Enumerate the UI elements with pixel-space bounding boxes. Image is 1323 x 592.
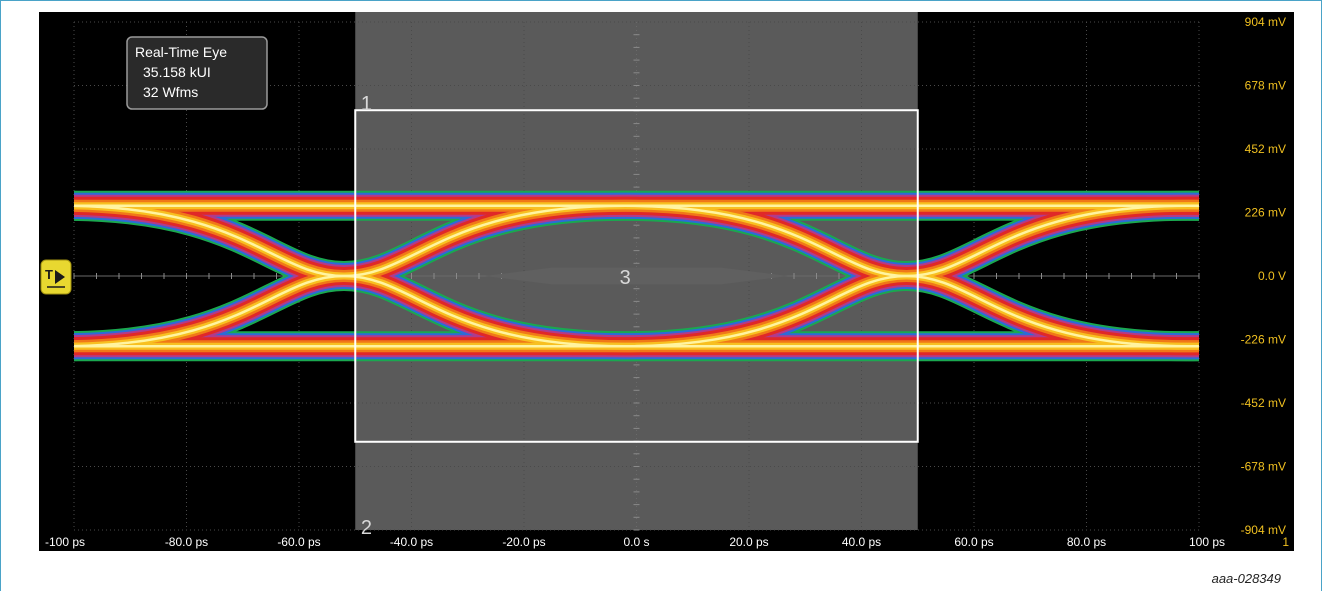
y-tick-label: -226 mV	[1241, 333, 1286, 347]
mask-marker-1: 1	[361, 93, 372, 115]
trigger-level-icon[interactable]: T	[40, 259, 72, 295]
figure-id: aaa-028349	[1211, 571, 1281, 586]
y-tick-label: -452 mV	[1241, 396, 1286, 410]
channel-corner-label: 1	[1282, 535, 1289, 549]
info-waveform-count: 32 Wfms	[143, 84, 198, 100]
mask-box	[354, 109, 919, 443]
eye-trace	[625, 204, 1188, 348]
mask-marker-3: 3	[620, 267, 631, 289]
x-tick-label: 80.0 ps	[1067, 535, 1106, 549]
eye-trace	[74, 204, 626, 348]
y-tick-label: -678 mV	[1241, 460, 1286, 474]
x-tick-label: -40.0 ps	[390, 535, 433, 549]
mask-marker-2: 2	[361, 517, 372, 539]
info-title: Real-Time Eye	[135, 44, 227, 60]
y-tick-label: 0.0 V	[1258, 269, 1286, 283]
x-tick-label: -60.0 ps	[277, 535, 320, 549]
mask-hexagon	[484, 267, 789, 285]
x-tick-label: 100 ps	[1189, 535, 1225, 549]
info-ui-count: 35.158 kUI	[143, 64, 211, 80]
y-tick-label: 226 mV	[1245, 206, 1286, 220]
svg-text:T: T	[45, 267, 53, 282]
eye-traces	[74, 190, 1199, 362]
y-tick-label: 904 mV	[1245, 15, 1286, 29]
x-tick-label: 40.0 ps	[842, 535, 881, 549]
y-axis-labels: 904 mV 678 mV 452 mV 226 mV 0.0 V -226 mV -452…	[1241, 15, 1286, 537]
eye-diagram-chart: 1 2 3 904 mV 678 mV 452 mV 226 mV 0.0 V -226 mV…	[40, 12, 1289, 549]
x-tick-label: 20.0 ps	[729, 535, 768, 549]
x-tick-label: -20.0 ps	[502, 535, 545, 549]
eye-diagram-display: 1 2 3 904 mV 678 mV 452 mV 226 mV 0.0 V -226 mV…	[39, 12, 1294, 551]
y-tick-label: 678 mV	[1245, 79, 1286, 93]
y-tick-label: 452 mV	[1245, 142, 1286, 156]
x-tick-label: -100 ps	[45, 535, 85, 549]
x-tick-label: -80.0 ps	[165, 535, 208, 549]
x-axis-labels: -100 ps -80.0 ps -60.0 ps -40.0 ps -20.0 ps 0…	[45, 535, 1289, 549]
y-tick-label: -904 mV	[1241, 523, 1286, 537]
info-box-frame	[126, 36, 268, 110]
info-box: Real-Time Eye 35.158 kUI 32 Wfms	[126, 36, 268, 110]
x-tick-label: 60.0 ps	[954, 535, 993, 549]
mask-markers: 1 2 3	[361, 93, 631, 539]
x-tick-label: 0.0 s	[623, 535, 649, 549]
